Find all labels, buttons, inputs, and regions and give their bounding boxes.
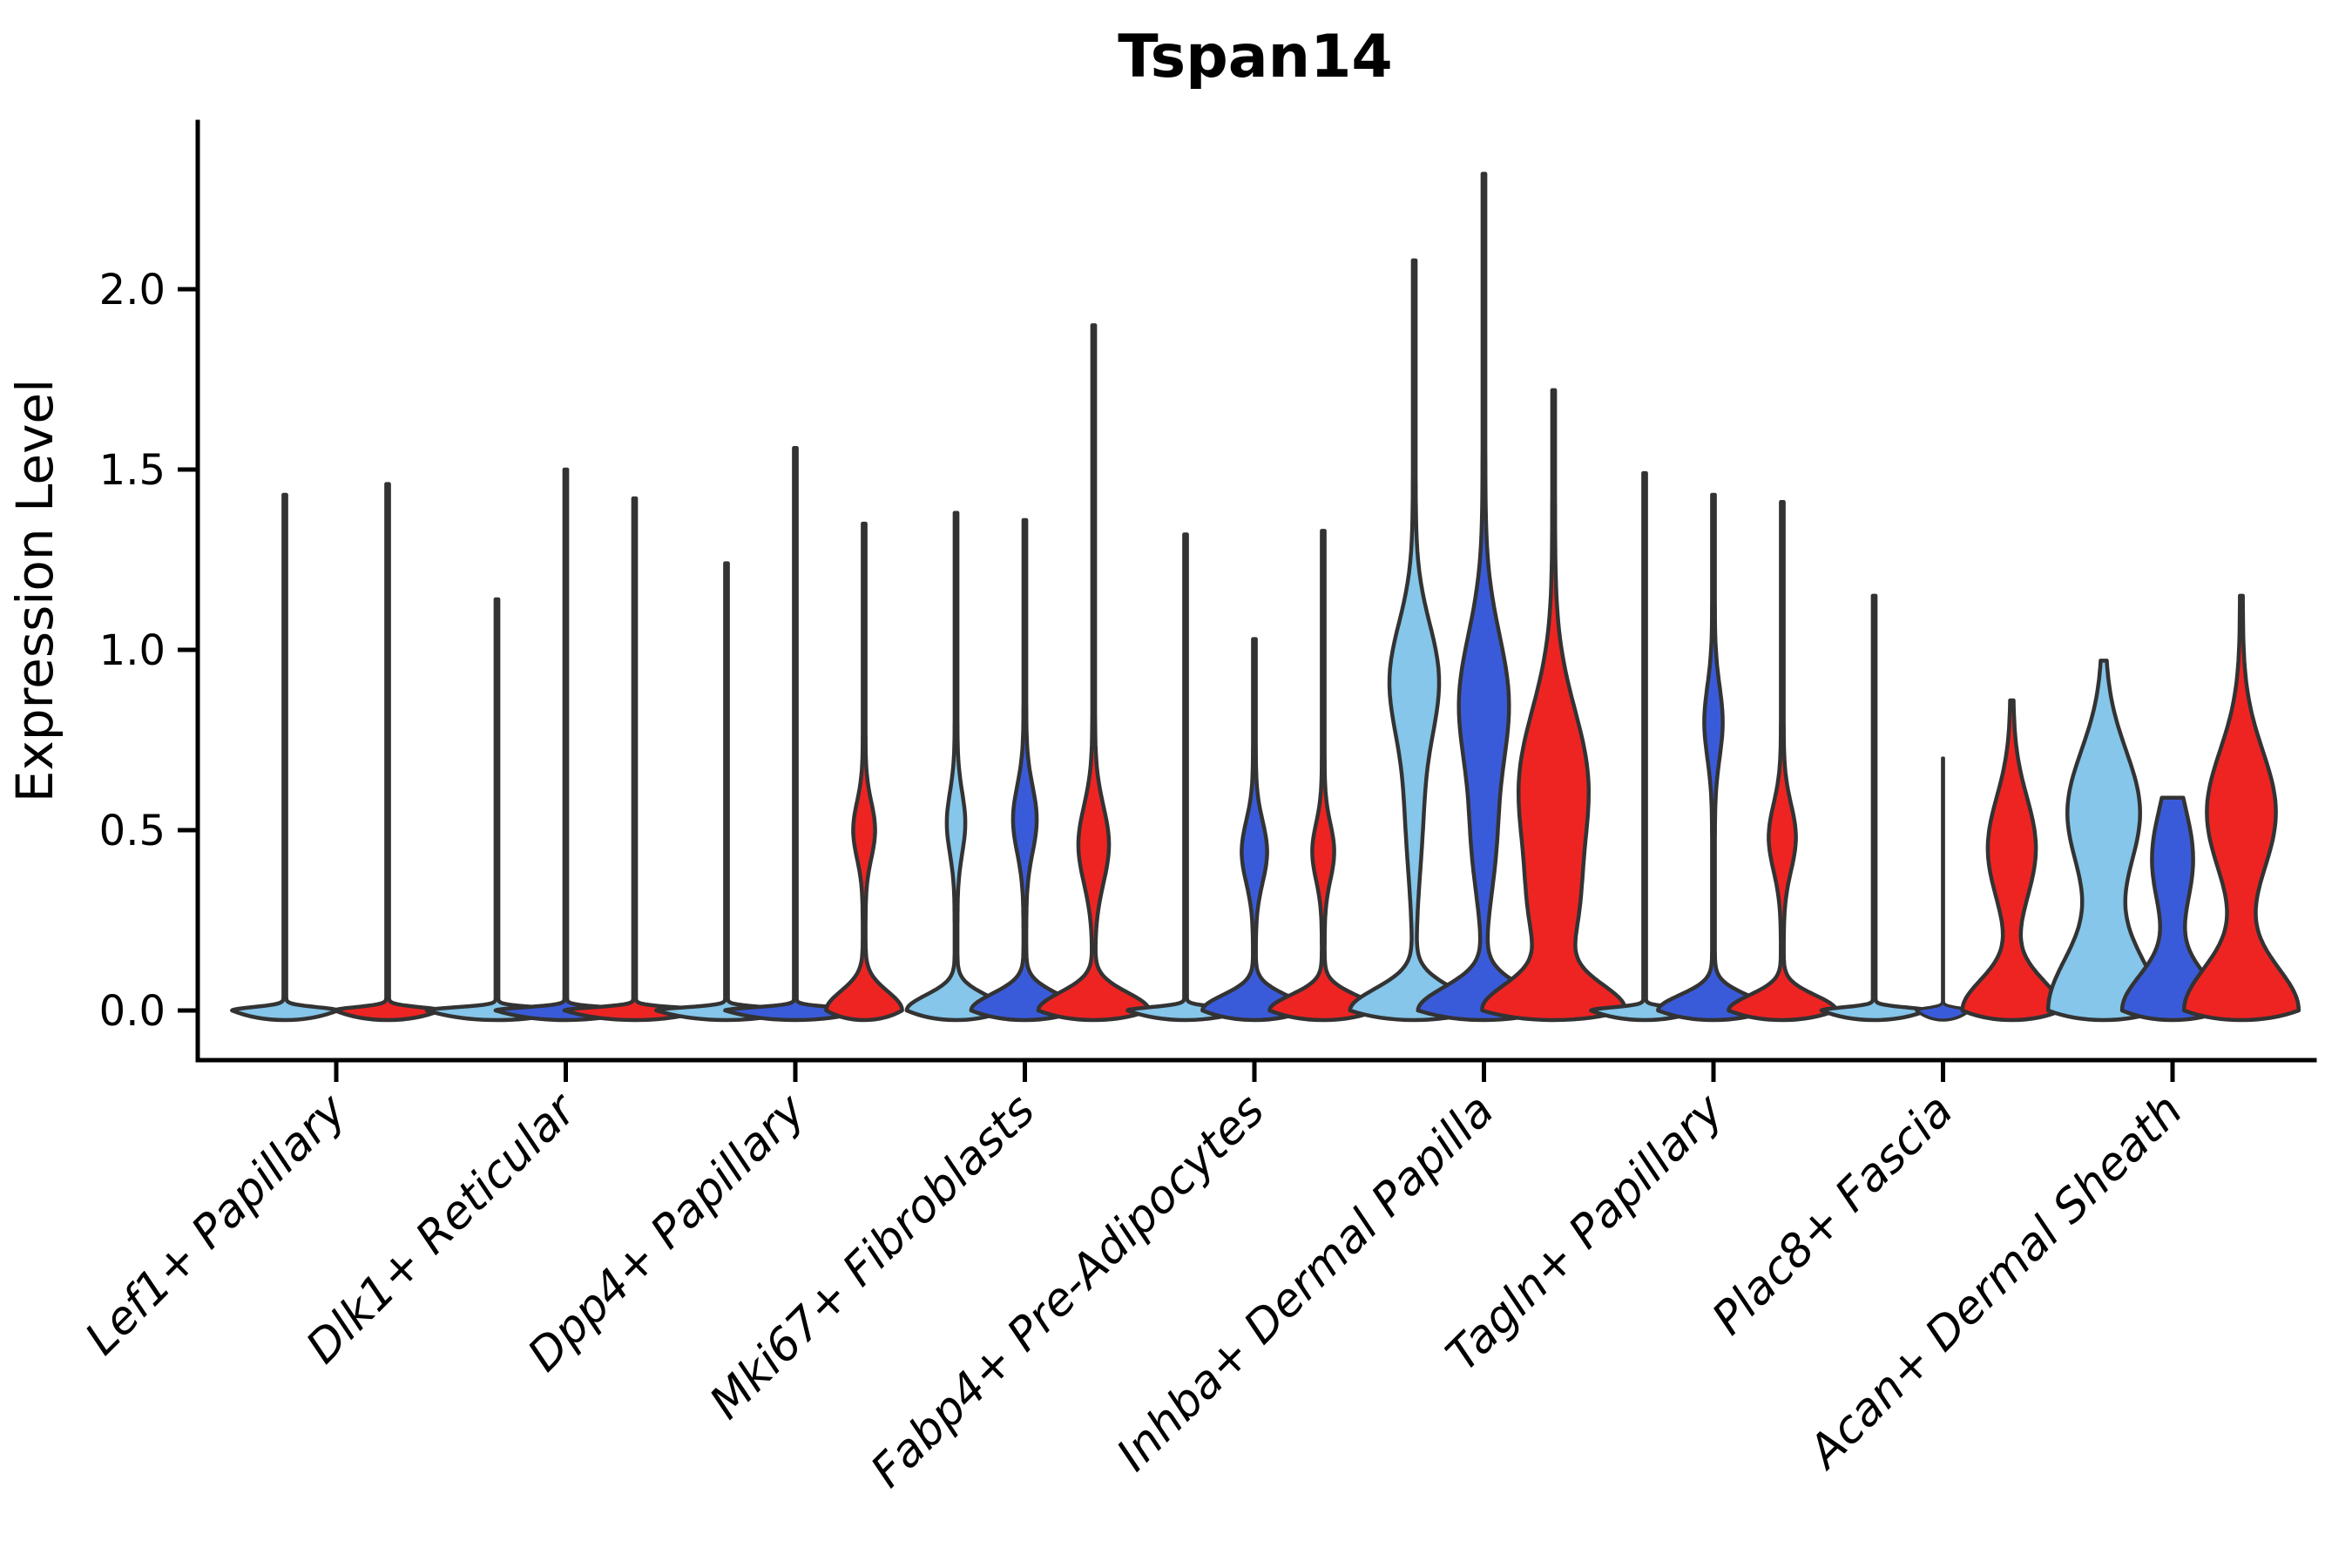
violin-Tagln+ Papillary-lightblue	[1589, 470, 1700, 1023]
chart-title: Tspan14	[1118, 23, 1392, 91]
y-axis-tick-labels: 0.0 0.5 1.0 1.5 2.0	[99, 266, 166, 1036]
y-tick-label-0.0: 0.0	[99, 987, 166, 1036]
violin-bodies	[230, 172, 2301, 1023]
violin-Inhba+ Dermal Papilla-lightblue	[1348, 258, 1481, 1023]
violin-Acan+ Dermal Sheath-blue	[2119, 795, 2226, 1023]
violin-Fabp4+ Pre-Adipocytes-red	[1267, 529, 1379, 1023]
violin-Mki67+ Fibroblasts-red	[1036, 323, 1152, 1023]
x-tick-label: Inhba+ Dermal Papilla	[1107, 1085, 1504, 1482]
violin-Plac8+ Fascia-blue	[1915, 756, 1971, 1022]
violin-Fabp4+ Pre-Adipocytes-blue	[1200, 637, 1308, 1023]
violin-Acan+ Dermal Sheath-lightblue	[2045, 659, 2162, 1023]
violin-Lef1+ Papillary-red	[333, 482, 443, 1023]
x-tick-label: Acan+ Dermal Sheath	[1797, 1085, 2193, 1480]
violin-Acan+ Dermal Sheath-red	[2181, 593, 2301, 1023]
y-axis-title: Expression Level	[5, 379, 64, 802]
axes	[178, 119, 2317, 1082]
y-tick-label-1.5: 1.5	[99, 446, 166, 495]
violin-Lef1+ Papillary-lightblue	[230, 492, 340, 1023]
violin-Mki67+ Fibroblasts-lightblue	[904, 510, 1008, 1023]
x-tick-label: Fabp4+ Pre-Adipocytes	[862, 1085, 1275, 1498]
x-tick-label: Plac8+ Fascia	[1702, 1085, 1963, 1345]
violin-Inhba+ Dermal Papilla-red	[1480, 388, 1627, 1023]
violin-Fabp4+ Pre-Adipocytes-lightblue	[1125, 532, 1246, 1023]
y-tick-label-1.0: 1.0	[99, 626, 166, 675]
violin-Tagln+ Papillary-blue	[1656, 492, 1771, 1023]
violin-Dpp4+ Papillary-lightblue	[654, 561, 799, 1023]
violin-Plac8+ Fascia-lightblue	[1819, 593, 1930, 1023]
violin-Dlk1+ Reticular-lightblue	[424, 597, 570, 1023]
violin-Dpp4+ Papillary-red	[824, 521, 904, 1023]
violin-Tagln+ Papillary-red	[1727, 500, 1838, 1023]
violin-Inhba+ Dermal Papilla-blue	[1416, 172, 1552, 1023]
violin-Dlk1+ Reticular-red	[562, 496, 707, 1023]
violin-Plac8+ Fascia-red	[1960, 698, 2064, 1023]
violin-Dpp4+ Papillary-blue	[723, 445, 868, 1023]
violin-Mki67+ Fibroblasts-blue	[969, 517, 1081, 1023]
y-tick-label-2.0: 2.0	[99, 266, 166, 314]
violin-Dlk1+ Reticular-blue	[493, 467, 639, 1023]
y-tick-label-0.5: 0.5	[99, 807, 166, 855]
